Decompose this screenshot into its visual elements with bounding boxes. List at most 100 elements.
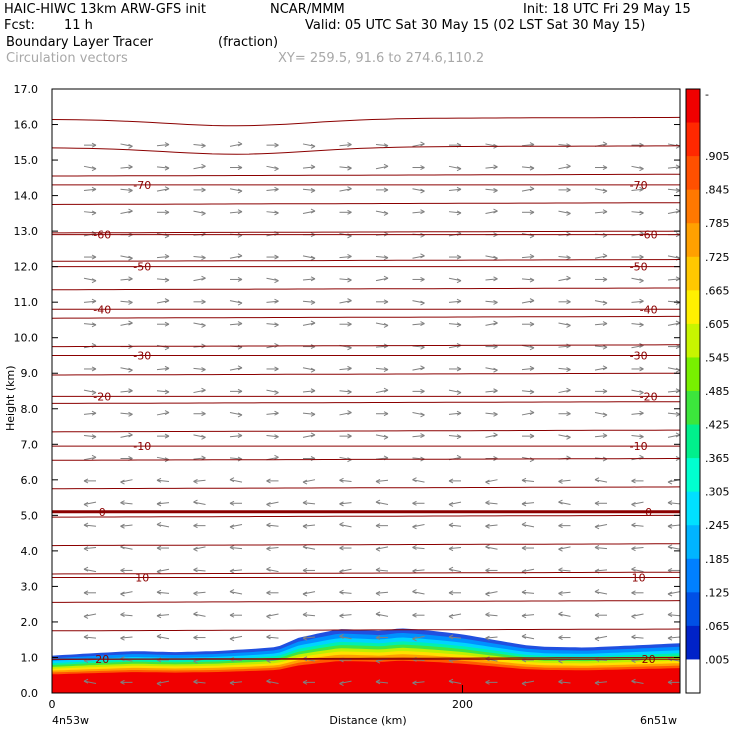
vector-shaft <box>558 277 571 282</box>
vector-arrow <box>521 680 535 686</box>
vector-arrow <box>631 678 644 685</box>
vector-head <box>456 366 462 370</box>
vector-arrow <box>193 434 206 440</box>
vector-arrow <box>667 388 681 394</box>
vector-head <box>120 523 125 527</box>
vector-shaft <box>193 367 206 371</box>
vector-arrow <box>302 255 316 261</box>
vector-head <box>164 209 170 213</box>
vector-shaft <box>120 614 133 617</box>
vector-arrow <box>412 253 425 259</box>
vector-head <box>448 678 454 682</box>
vector-arrow <box>193 455 206 461</box>
vector-head <box>201 411 206 415</box>
vector-arrow <box>375 546 389 552</box>
vector-shaft <box>266 524 279 527</box>
vector-head <box>631 680 636 684</box>
vector-head <box>566 257 571 261</box>
vector-shaft <box>521 568 535 573</box>
vector-head <box>566 143 571 147</box>
vector-head <box>339 479 344 483</box>
vector-shaft <box>521 144 535 147</box>
vector-arrow <box>485 276 498 282</box>
vector-head <box>456 278 462 282</box>
vector-shaft <box>412 300 425 304</box>
vector-head <box>339 522 344 525</box>
vector-shaft <box>266 546 279 550</box>
vector-head <box>558 479 563 482</box>
vector-arrow <box>266 277 279 284</box>
vector-shaft <box>485 614 498 617</box>
vector-shaft <box>375 277 389 282</box>
vector-arrow <box>375 479 389 484</box>
vector-arrow <box>521 344 535 351</box>
colorbar-label: .605 <box>705 318 730 331</box>
vector-head <box>156 547 162 551</box>
vector-head <box>302 681 308 685</box>
vector-shaft <box>193 434 206 438</box>
vector-arrow <box>376 299 389 305</box>
vector-head <box>485 637 490 641</box>
vector-arrow <box>558 210 571 216</box>
vector-shaft <box>485 434 498 438</box>
vector-arrow <box>229 589 243 595</box>
vector-head <box>347 365 352 369</box>
vector-head <box>667 481 673 485</box>
vector-shaft <box>375 255 389 259</box>
vector-head <box>91 366 97 370</box>
vector-head <box>375 481 381 484</box>
vector-arrow <box>120 164 133 170</box>
vector-shaft <box>229 367 243 371</box>
vector-head <box>594 589 600 593</box>
vector-head <box>128 434 133 438</box>
vector-shaft <box>631 323 644 326</box>
vector-arrow <box>448 522 462 528</box>
vector-head <box>375 479 381 482</box>
vector-head <box>128 299 133 303</box>
vector-head <box>347 391 352 395</box>
vector-head <box>302 546 308 550</box>
vector-head <box>347 323 352 327</box>
vector-arrow <box>375 611 389 617</box>
vector-arrow <box>156 410 170 416</box>
vector-head <box>193 569 198 573</box>
vector-shaft <box>558 367 571 371</box>
vector-head <box>558 523 563 527</box>
vector-head <box>529 279 535 283</box>
vector-head <box>639 344 644 348</box>
vector-head <box>266 524 271 528</box>
vector-head <box>529 391 535 395</box>
vector-arrow <box>448 478 461 484</box>
vector-head <box>456 298 462 302</box>
vector-head <box>602 414 608 418</box>
vector-arrow <box>558 387 571 394</box>
vector-shaft <box>375 479 389 482</box>
vector-arrow <box>485 411 498 417</box>
vector-head <box>420 276 425 280</box>
colorbar-label: .185 <box>705 553 730 566</box>
vector-arrow <box>631 298 644 304</box>
vector-head <box>558 499 563 503</box>
vector-shaft <box>302 636 316 639</box>
vector-shaft <box>120 524 133 527</box>
vector-head <box>493 432 498 436</box>
colorbar-swatch <box>686 592 700 627</box>
vector-head <box>128 322 133 326</box>
vector-head <box>193 681 198 685</box>
vector-arrow <box>266 546 279 552</box>
vector-head <box>631 480 636 484</box>
vector-head <box>310 145 316 149</box>
vector-shaft <box>120 300 133 303</box>
vector-head <box>128 413 133 417</box>
vector-arrow <box>594 365 608 371</box>
vector-head <box>420 414 425 418</box>
vector-head <box>375 611 381 615</box>
vector-shaft <box>375 546 389 550</box>
vector-shaft <box>229 635 243 640</box>
init-time: Init: 18 UTC Fri 29 May 15 <box>523 2 691 17</box>
vector-shaft <box>120 412 133 415</box>
vector-head <box>128 320 133 324</box>
vector-shaft <box>558 255 571 259</box>
vector-head <box>375 546 381 550</box>
vector-head <box>420 323 425 327</box>
